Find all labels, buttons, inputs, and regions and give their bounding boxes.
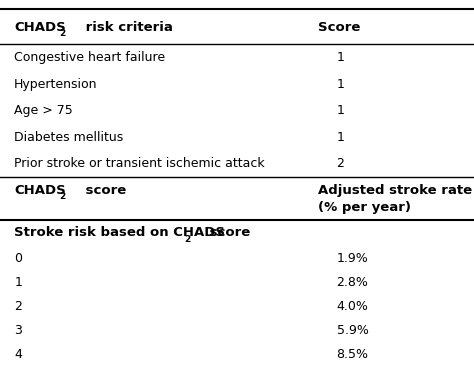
Text: CHADS: CHADS (14, 184, 66, 197)
Text: Prior stroke or transient ischemic attack: Prior stroke or transient ischemic attac… (14, 157, 265, 170)
Text: 1: 1 (337, 77, 345, 91)
Text: 1: 1 (14, 276, 22, 289)
Text: 2: 2 (60, 193, 66, 201)
Text: Age > 75: Age > 75 (14, 104, 73, 117)
Text: CHADS: CHADS (14, 21, 66, 34)
Text: 1.9%: 1.9% (337, 252, 368, 265)
Text: Congestive heart failure: Congestive heart failure (14, 51, 165, 64)
Text: Stroke risk based on CHADS: Stroke risk based on CHADS (14, 226, 225, 239)
Text: 1: 1 (337, 104, 345, 117)
Text: 0: 0 (14, 252, 22, 265)
Text: 8.5%: 8.5% (337, 348, 369, 361)
Text: 3: 3 (14, 324, 22, 337)
Text: score: score (82, 184, 127, 197)
Text: 4: 4 (14, 348, 22, 361)
Text: 2: 2 (60, 30, 66, 38)
Text: Score: Score (318, 21, 360, 34)
Text: 2.8%: 2.8% (337, 276, 368, 289)
Text: 1: 1 (337, 131, 345, 144)
Text: (% per year): (% per year) (318, 201, 410, 214)
Text: 5.9%: 5.9% (337, 324, 368, 337)
Text: 2: 2 (337, 157, 345, 170)
Text: 2: 2 (184, 235, 190, 244)
Text: 2: 2 (14, 300, 22, 313)
Text: 1: 1 (337, 51, 345, 64)
Text: risk criteria: risk criteria (82, 21, 173, 34)
Text: score: score (205, 226, 251, 239)
Text: Adjusted stroke rate: Adjusted stroke rate (318, 184, 472, 197)
Text: Hypertension: Hypertension (14, 77, 98, 91)
Text: 4.0%: 4.0% (337, 300, 368, 313)
Text: Diabetes mellitus: Diabetes mellitus (14, 131, 123, 144)
